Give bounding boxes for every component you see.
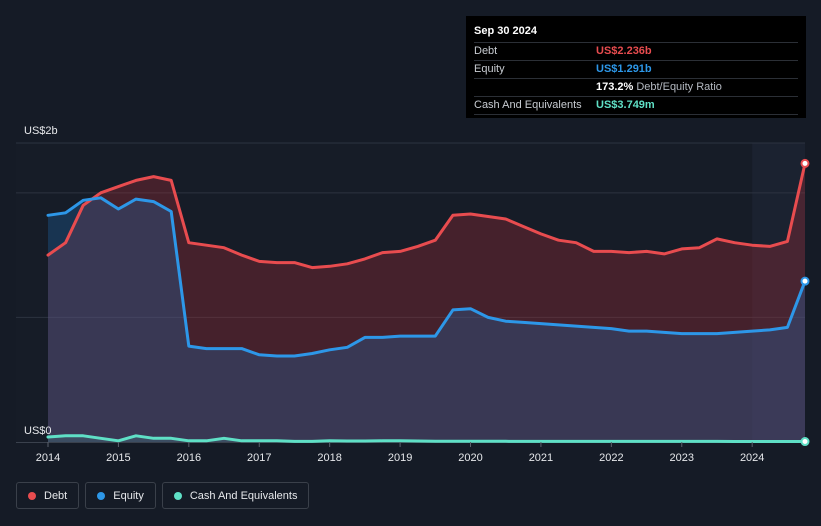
series-lines — [46, 161, 807, 443]
tooltip-debt-value: US$2.236b — [596, 45, 652, 57]
x-tick-label: 2018 — [317, 452, 341, 464]
y-axis: US$2b US$0 — [24, 125, 58, 437]
y-tick-label-zero: US$0 — [24, 425, 52, 437]
x-tick-label: 2023 — [670, 452, 694, 464]
equity-dot-icon — [97, 491, 106, 500]
legend-equity-label: Equity — [113, 489, 144, 502]
x-tick-label: 2014 — [36, 452, 60, 464]
x-tick-label: 2016 — [177, 452, 201, 464]
cash-and-equivalents-line — [46, 434, 807, 443]
x-tick-label: 2020 — [458, 452, 482, 464]
debt-dot-icon — [28, 491, 36, 500]
legend: Debt Equity Cash And Equivalents — [16, 482, 310, 509]
tooltip-row-equity: Equity US$1.291b — [474, 60, 798, 78]
tooltip-equity-value: US$1.291b — [596, 63, 652, 75]
debt-endpoint-marker[interactable] — [800, 158, 810, 168]
tooltip-ratio-label — [474, 79, 596, 96]
legend-item-debt[interactable]: Debt — [16, 482, 80, 509]
equity-endpoint-marker[interactable] — [800, 276, 810, 286]
tooltip-row-debt: Debt US$2.236b — [474, 42, 798, 60]
equity-line — [46, 196, 807, 358]
equity-area — [48, 197, 805, 442]
tooltip-row-cash: Cash And Equivalents US$3.749m — [474, 96, 798, 115]
legend-cash-label: Cash And Equivalents — [189, 489, 298, 502]
legend-item-cash[interactable]: Cash And Equivalents — [161, 482, 310, 509]
x-tick-label: 2022 — [599, 452, 623, 464]
x-tick-label: 2015 — [106, 452, 130, 464]
tooltip-panel: Sep 30 2024 Debt US$2.236b Equity US$1.2… — [466, 16, 806, 118]
cash-dot-icon — [173, 491, 182, 500]
debt-line — [46, 161, 807, 270]
x-tick-label: 2017 — [247, 452, 271, 464]
debt-area — [48, 163, 805, 442]
cash-and-equivalents-endpoint-marker[interactable] — [800, 437, 810, 447]
x-tick-label: 2019 — [388, 452, 412, 464]
legend-item-equity[interactable]: Equity — [85, 482, 156, 509]
series-endpoints[interactable] — [800, 158, 810, 447]
tooltip-debt-label: Debt — [474, 45, 498, 57]
y-tick-label-top: US$2b — [24, 125, 58, 137]
legend-debt-label: Debt — [44, 489, 68, 502]
x-tick-label: 2021 — [529, 452, 553, 464]
x-tick-label: 2024 — [740, 452, 764, 464]
tooltip-ratio-value: 173.2% — [596, 81, 634, 93]
tooltip-cash-label: Cash And Equivalents — [474, 99, 582, 111]
tooltip-equity-label: Equity — [474, 63, 505, 75]
tooltip-row-ratio: 173.2% Debt/Equity Ratio — [474, 78, 798, 96]
tooltip-date: Sep 30 2024 — [474, 25, 537, 37]
tooltip-cash-value: US$3.749m — [596, 99, 655, 111]
tooltip-ratio-note: Debt/Equity Ratio — [636, 81, 722, 93]
x-axis: 2014 2015 2016 2017 2018 2019 2020 2021 2022 2023… — [36, 442, 764, 464]
